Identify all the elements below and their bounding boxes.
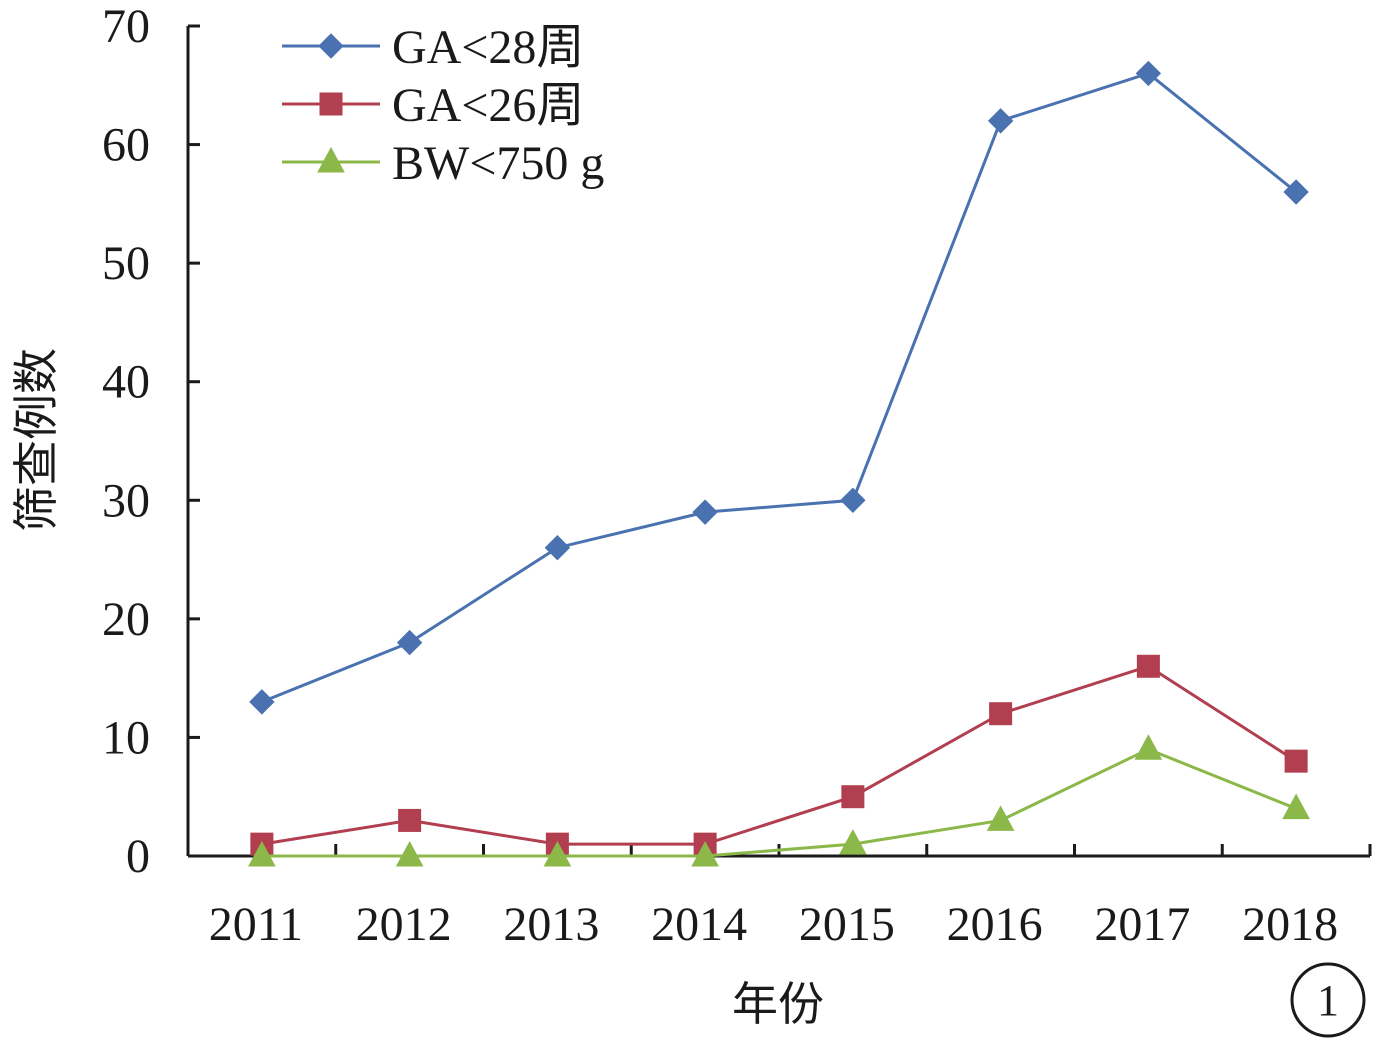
y-tick-label: 60 [102,119,150,172]
data-point [840,487,866,513]
legend-marker [318,33,344,59]
x-axis-title: 年份 [732,977,824,1031]
data-point [1135,60,1162,87]
x-tick-label: 2016 [947,898,1043,951]
legend-label: GA<26周 [392,79,584,132]
panel-label: 1 [1317,976,1339,1025]
legend-label: BW<750 g [392,137,604,190]
data-point [249,689,275,715]
legend-item: GA<28周 [282,21,584,74]
y-tick-label: 50 [102,237,150,290]
x-tick-label: 2017 [1094,898,1190,951]
series-line [261,747,1297,858]
y-tick-label: 40 [102,356,150,409]
data-point [248,840,276,867]
data-point [839,829,867,855]
x-tick-label: 2013 [503,898,599,951]
y-tick-label: 70 [102,0,150,53]
x-tick-label: 2018 [1242,898,1338,951]
legend-marker [317,146,345,173]
x-tick-label: 2014 [651,898,747,951]
data-point [398,808,422,832]
data-point [692,499,718,525]
y-axis-title: 筛查例数 [9,348,63,532]
series-line [261,71,1298,704]
data-point [544,535,571,561]
data-point [395,840,424,867]
data-point [986,805,1015,831]
x-tick-label: 2012 [356,898,452,951]
legend-marker [319,92,343,116]
data-point [396,629,423,656]
y-axis: 0 10 20 30 40 50 60 70 [102,0,200,883]
data-point [1284,749,1308,773]
panel-label-badge: 1 [1290,962,1366,1038]
y-tick-label: 30 [102,474,150,527]
y-tick-label: 20 [102,593,150,646]
series-1 [249,60,1309,715]
x-tick-label: 2011 [209,898,303,951]
y-tick-label: 0 [126,830,150,883]
data-point [987,108,1014,134]
data-point [1283,179,1309,205]
legend-item: GA<26周 [282,79,584,132]
data-point [989,702,1013,726]
x-tick-label: 2015 [799,898,895,951]
legend-label: GA<28周 [392,21,584,74]
legend-item: BW<750 g [282,137,604,190]
y-tick-label: 10 [102,711,150,764]
data-point [1282,793,1310,820]
plot-series [248,60,1310,867]
data-point [1136,654,1160,678]
series-line [261,664,1297,846]
x-axis: 2011 2012 2013 2014 2015 2016 2017 2018 [186,844,1372,951]
series-3 [248,734,1310,867]
data-point [1134,734,1163,760]
data-point [543,840,572,867]
data-point [691,840,719,867]
data-point [841,785,865,809]
